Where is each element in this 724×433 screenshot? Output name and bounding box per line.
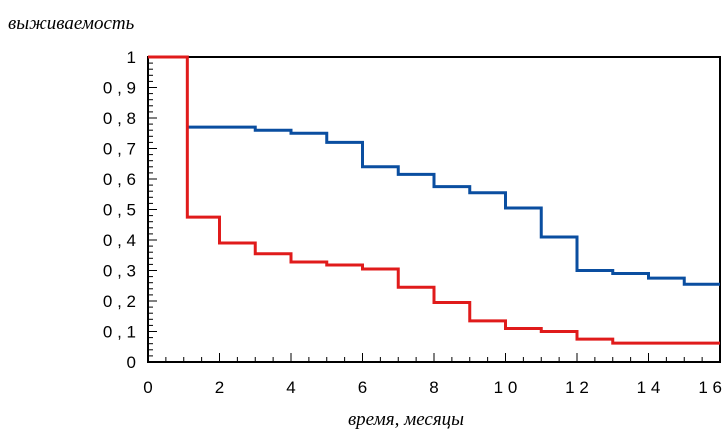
x-axis-title: время, месяцы [348,409,464,430]
y-tick-label: 0 , 3 [103,262,136,281]
plot-frame [147,56,721,363]
x-tick-label: 2 [215,378,224,397]
y-tick-label: 0 , 4 [103,231,136,250]
plot-area: 0 0 , 1 0 , 2 0 , 3 0 , 4 0 , 5 0 , 6 0 , 7 0 , … [103,48,722,397]
y-tick-label: 0 [127,353,136,372]
series-2-line [148,55,720,345]
y-tick-label: 0 , 9 [103,79,136,98]
x-tick-label: 1 4 [637,378,661,397]
x-tick-label: 6 [358,378,367,397]
x-tick-label: 1 2 [565,378,589,397]
y-tick-label: 0 , 1 [103,323,136,342]
y-tick-label: 0 , 5 [103,201,136,220]
x-tick-label: 1 0 [494,378,518,397]
y-tick-label: 0 , 6 [103,170,136,189]
y-tick-label: 0 , 7 [103,140,136,159]
y-tick-label: 0 , 2 [103,292,136,311]
x-tick-label: 1 6 [698,378,722,397]
x-tick-label: 4 [286,378,295,397]
x-tick-label: 0 [143,378,152,397]
x-tick-label: 8 [429,378,438,397]
y-tick-label: 1 [127,48,136,67]
y-axis-title: выживаемость [8,13,135,34]
series-1-line [187,125,720,286]
y-tick-label: 0 , 8 [103,109,136,128]
